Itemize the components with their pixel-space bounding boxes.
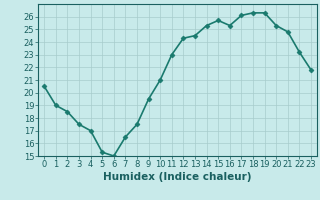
X-axis label: Humidex (Indice chaleur): Humidex (Indice chaleur)	[103, 172, 252, 182]
